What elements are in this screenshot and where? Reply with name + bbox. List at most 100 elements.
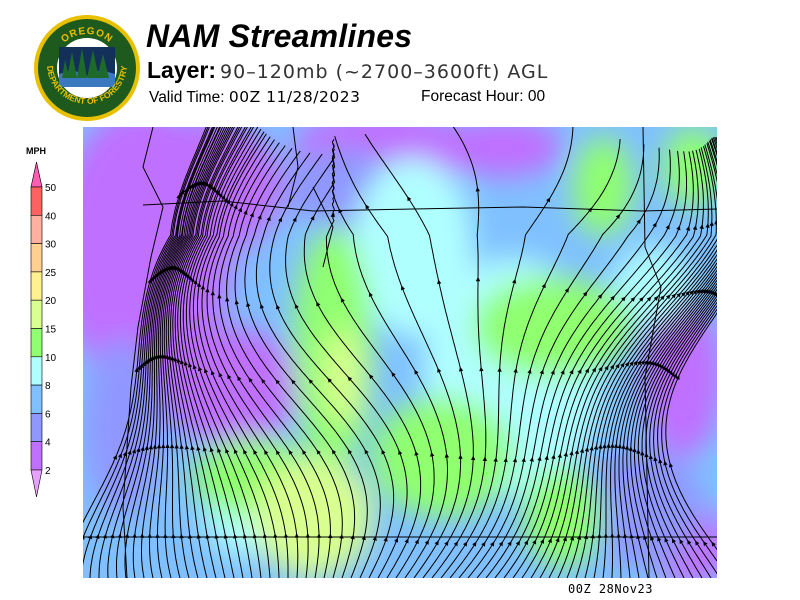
streamline xyxy=(548,146,717,578)
streamline-arrowhead xyxy=(205,287,210,293)
streamline-arrowhead xyxy=(237,207,243,213)
streamline xyxy=(661,308,717,562)
legend-arrow-top xyxy=(30,161,43,188)
streamline-arrowhead xyxy=(663,460,668,466)
streamline xyxy=(575,141,717,578)
streamline xyxy=(132,127,221,578)
streamline-map xyxy=(83,127,717,578)
streamline-arrowhead xyxy=(223,197,228,203)
streamline-arrowhead xyxy=(551,454,556,460)
streamline-arrowhead xyxy=(186,184,191,190)
streamline-arrowhead xyxy=(649,360,654,366)
streamline xyxy=(244,150,368,578)
streamline xyxy=(626,137,717,578)
streamline-arrowhead xyxy=(591,367,596,373)
streamline-arrowhead xyxy=(340,297,345,303)
streamline-arrowhead xyxy=(616,533,621,538)
streamline-arrowhead xyxy=(629,533,634,539)
streamline-arrowhead xyxy=(273,533,278,539)
streamline-arrowhead xyxy=(414,369,419,375)
streamline-arrowhead xyxy=(437,279,442,285)
streamline-arrowhead xyxy=(225,448,230,454)
streamline-arrowhead xyxy=(643,534,648,540)
streamline-arrowhead xyxy=(122,451,127,457)
streamline-arrowhead xyxy=(621,444,626,449)
streamline-arrowhead xyxy=(225,296,230,302)
streamline-arrowhead xyxy=(127,449,132,455)
streamline xyxy=(364,133,474,578)
streamline-arrowhead xyxy=(155,533,160,538)
streamline-arrowhead xyxy=(184,444,190,450)
streamline xyxy=(285,153,408,578)
layer-label: Layer: xyxy=(147,57,217,83)
streamline-arrowhead xyxy=(218,372,223,378)
streamline-arrowhead xyxy=(141,361,147,366)
streamline xyxy=(584,140,717,578)
valid-time: Valid Time: 00Z 11/28/2023 xyxy=(149,88,360,107)
streamline-arrowhead xyxy=(210,370,215,376)
layer-line: Layer: 90–120mb (~2700–3600ft) AGL xyxy=(147,57,548,84)
streamline-arrowhead xyxy=(479,366,484,372)
streamline-arrowhead xyxy=(179,533,184,539)
streamline-arrowhead xyxy=(288,449,293,455)
streamline xyxy=(83,127,207,524)
streamline xyxy=(161,127,230,578)
legend-tick: 50 xyxy=(45,183,57,194)
streamline-arrowhead xyxy=(181,270,187,276)
streamline-arrowhead xyxy=(233,448,238,454)
streamline-arrowhead xyxy=(278,217,283,223)
streamline-arrowhead xyxy=(190,277,195,283)
streamline-arrowhead xyxy=(187,362,193,368)
wind-speed-region xyxy=(573,137,633,237)
streamline-arrowhead xyxy=(521,457,526,463)
streamline-arrowhead xyxy=(394,537,399,543)
streamline-arrowhead xyxy=(136,447,141,453)
streamline-arrowhead xyxy=(569,535,575,541)
streamline-arrowhead xyxy=(666,368,671,374)
legend-tick: 30 xyxy=(45,240,57,251)
streamline-arrowhead xyxy=(532,539,537,545)
streamline-arrowhead xyxy=(212,187,217,193)
streamline-arrowhead xyxy=(587,207,593,213)
streamline-arrowhead xyxy=(243,449,248,455)
streamline-arrowhead xyxy=(266,216,271,222)
legend-box-8-10 xyxy=(30,356,43,386)
streamline xyxy=(645,295,717,578)
streamline-arrowhead xyxy=(444,540,449,546)
streamline xyxy=(234,148,356,578)
streamline-arrowhead xyxy=(205,533,210,539)
legend-box-6-8 xyxy=(30,384,43,414)
streamline-arrowhead xyxy=(459,366,464,372)
streamline-arrowhead xyxy=(695,540,700,546)
streamline-arrowhead xyxy=(430,451,435,457)
streamline-arrowhead xyxy=(192,181,197,187)
streamline-arrowhead xyxy=(582,291,588,297)
streamline-arrowhead xyxy=(194,181,199,187)
streamline-arrowhead xyxy=(196,282,202,287)
streamline-arrowhead xyxy=(143,359,149,365)
streamline-arrowhead xyxy=(147,533,152,538)
streamline-arrowhead xyxy=(308,379,314,384)
streamline-arrowhead xyxy=(668,462,674,468)
streamline-arrowhead xyxy=(576,534,582,540)
wind-speed-legend: MPH 50 40 30 25 20 15 10 8 6 4 2 xyxy=(26,146,57,498)
streamline-arrowhead xyxy=(294,533,300,538)
streamline xyxy=(255,152,381,578)
streamline-arrowhead xyxy=(646,360,652,366)
streamline-arrowhead xyxy=(223,533,228,539)
streamline-arrowhead xyxy=(276,304,281,310)
streamline-arrowhead xyxy=(383,536,388,542)
streamline xyxy=(226,145,343,578)
streamline-arrowhead xyxy=(676,292,681,298)
legend-tick: 25 xyxy=(45,268,57,279)
streamline-arrowhead xyxy=(640,450,645,456)
streamline-arrowhead xyxy=(584,368,589,374)
streamline xyxy=(325,143,435,578)
streamline-arrowhead xyxy=(512,278,517,284)
streamline-arrowhead xyxy=(482,456,487,462)
streamline-arrowhead xyxy=(381,449,386,455)
streamline-arrowhead xyxy=(629,361,634,367)
legend-tick: 2 xyxy=(45,466,51,477)
streamline-arrowhead xyxy=(218,192,223,198)
streamline xyxy=(163,127,232,578)
